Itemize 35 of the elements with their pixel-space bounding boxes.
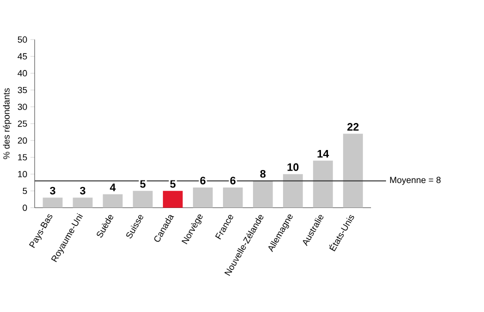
bar	[222, 188, 243, 208]
bar	[42, 198, 63, 208]
bar	[283, 174, 303, 208]
bar	[343, 134, 363, 208]
y-tick-label: 45	[18, 53, 27, 60]
y-tick-label: 10	[18, 171, 27, 178]
data-label: 10	[288, 163, 299, 172]
ref-line-label: Moyenne = 8	[390, 177, 441, 186]
bar	[72, 198, 93, 208]
y-axis-title: % des répondants	[2, 88, 12, 160]
y-tick-label: 35	[18, 87, 27, 94]
y-tick-label: 40	[18, 70, 27, 77]
y-tick-label: 5	[22, 188, 27, 194]
data-label: 4	[110, 184, 116, 192]
y-tick-label: 50	[18, 36, 27, 43]
data-label: 6	[230, 176, 236, 185]
y-tick-label: 30	[18, 104, 27, 110]
y-tick-label: 15	[18, 154, 27, 161]
y-tick-label: 0	[22, 204, 27, 212]
bar	[253, 181, 273, 208]
bar	[313, 160, 333, 208]
data-label: 22	[347, 123, 359, 131]
y-tick-label: 25	[18, 120, 27, 127]
data-label: 5	[170, 180, 176, 188]
data-label: 5	[140, 180, 146, 188]
bar	[192, 188, 213, 208]
data-label: 3	[80, 187, 86, 195]
bar	[132, 191, 153, 208]
data-label: 8	[260, 170, 266, 178]
data-label: 14	[318, 150, 329, 158]
bar	[102, 194, 123, 208]
y-tick-label: 20	[18, 138, 27, 144]
bar	[162, 191, 183, 208]
data-label: 3	[50, 187, 56, 195]
data-label: 6	[200, 176, 206, 185]
